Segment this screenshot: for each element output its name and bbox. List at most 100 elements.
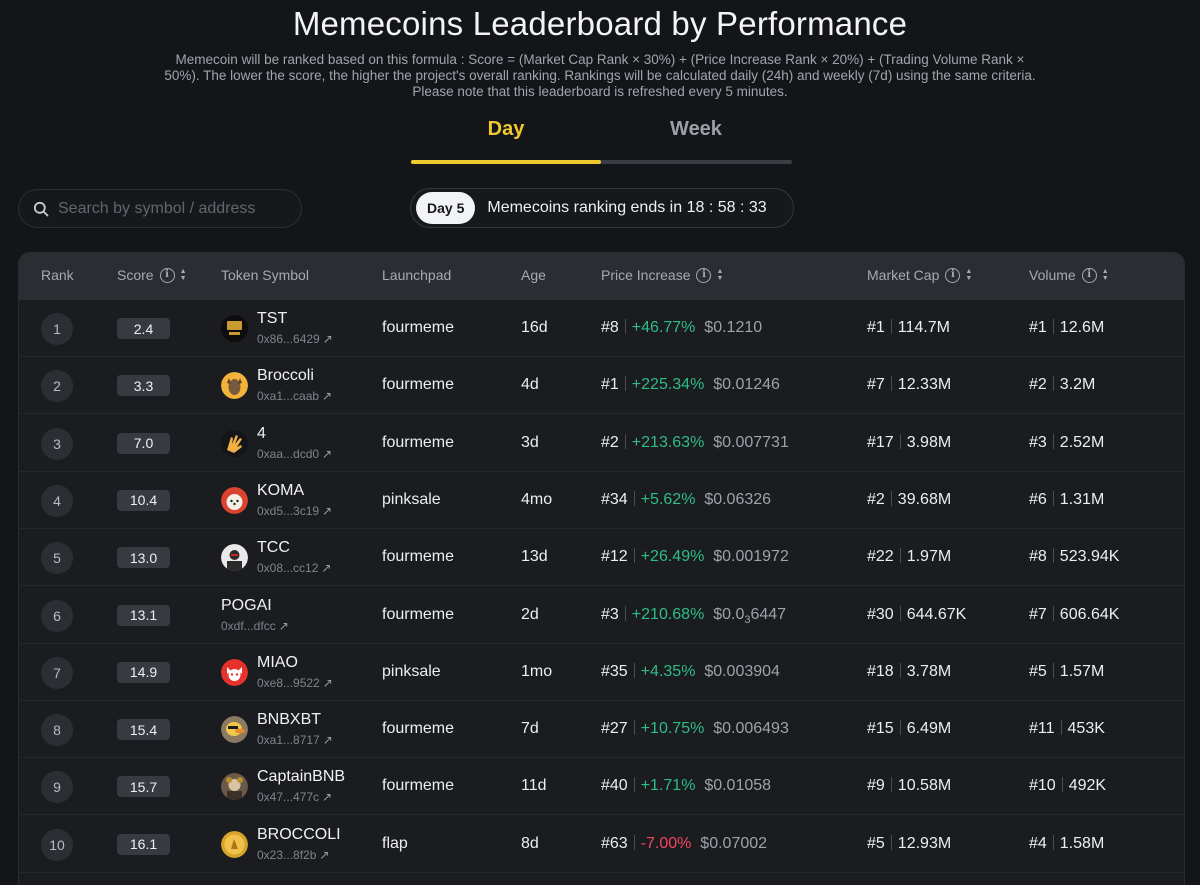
sort-icon[interactable]: ▲ ▼ [965, 268, 973, 282]
info-icon[interactable]: i [1081, 267, 1097, 283]
token-symbol[interactable]: POGAI [221, 596, 272, 614]
token-symbol[interactable]: KOMA [257, 481, 305, 499]
launchpad: fourmeme [382, 376, 455, 394]
table-row[interactable]: 9 15.7 CaptainBNB 0x47...477c ↗ fourmeme … [19, 758, 1184, 816]
table-row[interactable]: 5 13.0 TCC 0x08...cc12 ↗ fourmeme 13d #12… [19, 529, 1184, 587]
col-market-cap[interactable]: Market Cap i ▲ ▼ [867, 267, 972, 283]
rank-badge: 4 [41, 484, 73, 517]
token-address[interactable]: 0x47...477c ↗ [257, 790, 332, 804]
info-icon[interactable]: i [945, 267, 961, 283]
volume: #3 2.52M [1029, 433, 1104, 452]
token-address[interactable]: 0xdf...dfcc ↗ [221, 619, 289, 633]
table-row[interactable]: 1 2.4 TST 0x86...6429 ↗ fourmeme 16d #8 +4… [19, 300, 1184, 357]
external-link-icon[interactable]: ↗ [322, 446, 333, 461]
price-rank: #63 [601, 834, 628, 852]
table-row[interactable]: 3 7.0 4 0xaa...dcd0 ↗ fourmeme 3d #2 +213.… [19, 415, 1184, 472]
countdown-text: Memecoins ranking ends in 18 : 58 : 33 [487, 199, 767, 216]
volume: #8 523.94K [1029, 548, 1119, 566]
score-badge: 13.0 [117, 547, 170, 569]
token-address-text: 0xe8...9522 [257, 675, 320, 690]
col-launchpad: Launchpad [382, 267, 451, 283]
rank-badge: 7 [41, 656, 73, 689]
volume: #7 606.64K [1029, 605, 1119, 624]
tab-week[interactable]: Week [670, 118, 722, 140]
external-link-icon[interactable]: ↗ [322, 790, 333, 805]
launchpad: fourmeme [382, 605, 455, 623]
table-row[interactable]: 7 14.9 MIAO 0xe8...9522 ↗ pinksale 1mo #3… [19, 644, 1184, 701]
token-symbol[interactable]: TST [257, 310, 288, 327]
launchpad: fourmeme [382, 720, 455, 738]
rank-badge: 3 [41, 427, 73, 460]
token-address[interactable]: 0x23...8f2b ↗ [257, 848, 329, 862]
token-symbol[interactable]: BNBXBT [257, 711, 322, 729]
volume: #11 453K [1029, 720, 1105, 738]
age: 16d [521, 319, 548, 336]
price-rank: #8 [601, 319, 619, 336]
mcap-rank: #5 [867, 834, 885, 852]
age: 4mo [521, 490, 553, 508]
tab-day[interactable]: Day [487, 118, 525, 140]
price-change: +10.75% [640, 720, 705, 738]
info-icon[interactable]: i [159, 267, 175, 283]
launchpad: fourmeme [382, 777, 455, 795]
divider [1052, 490, 1054, 506]
col-score[interactable]: Score i ▲ ▼ [117, 267, 187, 283]
col-price-increase[interactable]: Price Increase i ▲ ▼ [601, 267, 723, 283]
sort-icon[interactable]: ▲ ▼ [716, 268, 724, 282]
token-address[interactable]: 0x08...cc12 ↗ [257, 561, 331, 575]
token-logo-icon [221, 315, 248, 342]
mcap-value: 10.58M [897, 777, 952, 795]
info-icon[interactable]: i [696, 267, 712, 283]
rank-badge: 2 [41, 370, 73, 403]
token-symbol[interactable]: TCC [257, 539, 290, 557]
external-link-icon[interactable]: ↗ [322, 389, 333, 404]
token-price: $0.01058 [704, 777, 772, 795]
price-change: +4.35% [640, 662, 696, 680]
token-address[interactable]: 0x86...6429 ↗ [257, 332, 333, 346]
col-age: Age [521, 267, 546, 283]
sort-icon[interactable]: ▲ ▼ [179, 268, 187, 282]
price-increase: #8 +46.77% $0.1210 [601, 319, 762, 337]
table-row[interactable]: 4 10.4 KOMA 0xd5...3c19 ↗ pinksale 4mo #3… [19, 472, 1184, 529]
table-row[interactable]: 6 13.1 POGAI 0xdf...dfcc ↗ fourmeme 2d #3… [19, 587, 1184, 644]
tab-track [411, 160, 792, 164]
table-row[interactable]: 8 15.4 BNBXBT 0xa1...8717 ↗ fourmeme 7d #… [19, 701, 1184, 759]
external-link-icon[interactable]: ↗ [322, 733, 333, 748]
price-increase: #40 +1.71% $0.01058 [601, 777, 771, 795]
external-link-icon[interactable]: ↗ [322, 332, 333, 346]
external-link-icon[interactable]: ↗ [278, 618, 289, 633]
volume-rank: #6 [1029, 490, 1047, 508]
token-address[interactable]: 0xe8...9522 ↗ [257, 676, 333, 690]
token-address[interactable]: 0xd5...3c19 ↗ [257, 504, 332, 518]
table-row[interactable]: 2 3.3 Broccoli 0xa1...caab ↗ fourmeme 4d … [19, 357, 1184, 415]
divider [1052, 834, 1054, 850]
search-input[interactable] [58, 199, 288, 218]
divider [1052, 433, 1054, 449]
token-symbol[interactable]: CaptainBNB [257, 768, 346, 786]
volume: #5 1.57M [1029, 662, 1104, 681]
search-box[interactable] [18, 189, 302, 228]
external-link-icon[interactable]: ↗ [322, 503, 333, 518]
token-address[interactable]: 0xaa...dcd0 ↗ [257, 447, 332, 461]
external-link-icon[interactable]: ↗ [321, 561, 332, 576]
sort-icon[interactable]: ▲ ▼ [1101, 268, 1109, 282]
token-symbol[interactable]: 4 [257, 424, 266, 442]
token-symbol[interactable]: BROCCOLI [257, 825, 341, 843]
table-row[interactable]: 10 16.1 BROCCOLI 0x23...8f2b ↗ flap 8d #6… [19, 816, 1184, 873]
divider [890, 319, 892, 334]
col-volume[interactable]: Volume i ▲ ▼ [1029, 267, 1109, 283]
divider [890, 376, 892, 392]
volume: #6 1.31M [1029, 490, 1104, 509]
token-symbol[interactable]: Broccoli [257, 367, 314, 385]
token-address[interactable]: 0xa1...caab ↗ [257, 389, 332, 403]
age: 13d [521, 548, 548, 566]
col-token: Token Symbol [221, 267, 309, 283]
table-header: Rank Score i ▲ ▼ Token Symbol Launchpad A… [19, 253, 1184, 300]
token-address[interactable]: 0xa1...8717 ↗ [257, 733, 333, 747]
token-symbol[interactable]: MIAO [257, 653, 298, 671]
external-link-icon[interactable]: ↗ [322, 675, 333, 690]
price-rank: #2 [601, 433, 619, 451]
price-change: +213.63% [631, 433, 705, 451]
price-increase: #3 +210.68% $0.036447 [601, 605, 786, 626]
external-link-icon[interactable]: ↗ [319, 847, 330, 862]
